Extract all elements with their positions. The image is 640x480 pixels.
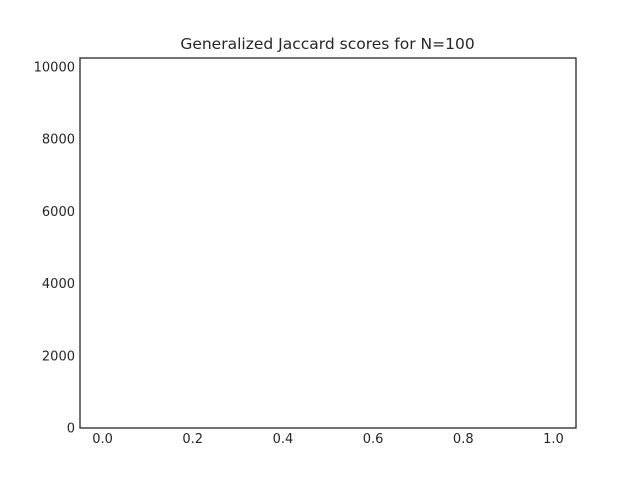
x-tick-label: 1.0 xyxy=(543,432,564,447)
y-tick-label: 8000 xyxy=(42,133,75,148)
x-tick-label: 0.0 xyxy=(92,432,113,447)
y-tick-label: 6000 xyxy=(42,205,75,220)
y-tick-label: 10000 xyxy=(34,61,75,76)
x-tick-label: 0.8 xyxy=(453,432,474,447)
plot-area-frame xyxy=(79,57,577,429)
y-tick-label: 2000 xyxy=(42,349,75,364)
y-axis-ticks: 0 2000 4000 6000 8000 10000 xyxy=(34,61,75,437)
x-tick-label: 0.4 xyxy=(273,432,294,447)
x-tick-label: 0.2 xyxy=(182,432,203,447)
y-tick-label: 4000 xyxy=(42,277,75,292)
chart-title: Generalized Jaccard scores for N=100 xyxy=(180,35,474,53)
y-tick-label: 0 xyxy=(67,422,75,437)
x-axis-ticks: 0.0 0.2 0.4 0.6 0.8 1.0 xyxy=(92,432,564,447)
x-tick-label: 0.6 xyxy=(363,432,384,447)
